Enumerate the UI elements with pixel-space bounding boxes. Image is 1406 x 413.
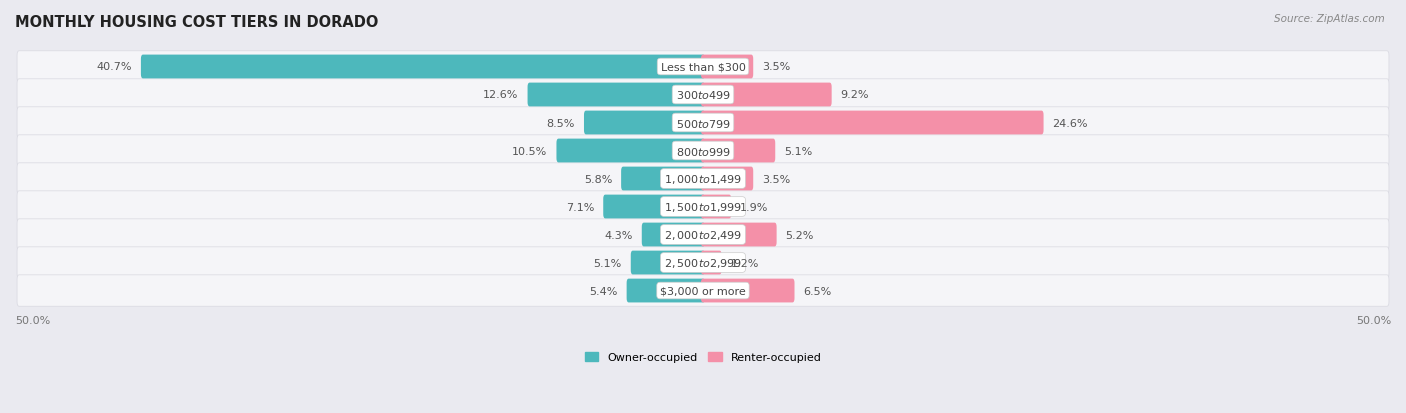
- Text: 50.0%: 50.0%: [1355, 315, 1391, 325]
- Text: 9.2%: 9.2%: [841, 90, 869, 100]
- FancyBboxPatch shape: [17, 164, 1389, 195]
- FancyBboxPatch shape: [702, 167, 754, 191]
- Text: 40.7%: 40.7%: [97, 62, 132, 72]
- Text: 4.3%: 4.3%: [605, 230, 633, 240]
- FancyBboxPatch shape: [603, 195, 704, 219]
- Text: $3,000 or more: $3,000 or more: [661, 286, 745, 296]
- Text: 3.5%: 3.5%: [762, 174, 790, 184]
- FancyBboxPatch shape: [17, 107, 1389, 139]
- Text: 1.9%: 1.9%: [740, 202, 769, 212]
- Text: Source: ZipAtlas.com: Source: ZipAtlas.com: [1274, 14, 1385, 24]
- Text: 12.6%: 12.6%: [484, 90, 519, 100]
- Text: 10.5%: 10.5%: [512, 146, 547, 156]
- FancyBboxPatch shape: [702, 195, 731, 219]
- Text: 5.1%: 5.1%: [785, 146, 813, 156]
- FancyBboxPatch shape: [17, 135, 1389, 167]
- Text: 7.1%: 7.1%: [567, 202, 595, 212]
- Text: 8.5%: 8.5%: [547, 118, 575, 128]
- FancyBboxPatch shape: [702, 112, 1043, 135]
- FancyBboxPatch shape: [17, 219, 1389, 251]
- FancyBboxPatch shape: [141, 55, 704, 79]
- Text: 5.8%: 5.8%: [583, 174, 612, 184]
- Text: 6.5%: 6.5%: [803, 286, 832, 296]
- FancyBboxPatch shape: [621, 167, 704, 191]
- Text: $2,000 to $2,499: $2,000 to $2,499: [664, 228, 742, 242]
- Text: MONTHLY HOUSING COST TIERS IN DORADO: MONTHLY HOUSING COST TIERS IN DORADO: [15, 15, 378, 30]
- Legend: Owner-occupied, Renter-occupied: Owner-occupied, Renter-occupied: [581, 347, 825, 367]
- FancyBboxPatch shape: [702, 139, 775, 163]
- FancyBboxPatch shape: [583, 112, 704, 135]
- Text: 5.2%: 5.2%: [786, 230, 814, 240]
- Text: 1.2%: 1.2%: [731, 258, 759, 268]
- FancyBboxPatch shape: [17, 52, 1389, 83]
- Text: $2,500 to $2,999: $2,500 to $2,999: [664, 256, 742, 269]
- FancyBboxPatch shape: [557, 139, 704, 163]
- FancyBboxPatch shape: [17, 247, 1389, 278]
- FancyBboxPatch shape: [17, 275, 1389, 306]
- FancyBboxPatch shape: [702, 55, 754, 79]
- FancyBboxPatch shape: [702, 223, 776, 247]
- Text: 50.0%: 50.0%: [15, 315, 51, 325]
- Text: 24.6%: 24.6%: [1053, 118, 1088, 128]
- FancyBboxPatch shape: [702, 83, 832, 107]
- FancyBboxPatch shape: [17, 80, 1389, 111]
- Text: 5.4%: 5.4%: [589, 286, 617, 296]
- Text: 5.1%: 5.1%: [593, 258, 621, 268]
- FancyBboxPatch shape: [631, 251, 704, 275]
- FancyBboxPatch shape: [627, 279, 704, 303]
- Text: $500 to $799: $500 to $799: [675, 117, 731, 129]
- Text: $1,000 to $1,499: $1,000 to $1,499: [664, 173, 742, 185]
- FancyBboxPatch shape: [702, 279, 794, 303]
- FancyBboxPatch shape: [527, 83, 704, 107]
- FancyBboxPatch shape: [17, 191, 1389, 223]
- Text: $300 to $499: $300 to $499: [675, 89, 731, 101]
- Text: $800 to $999: $800 to $999: [675, 145, 731, 157]
- Text: Less than $300: Less than $300: [661, 62, 745, 72]
- Text: 3.5%: 3.5%: [762, 62, 790, 72]
- FancyBboxPatch shape: [702, 251, 721, 275]
- Text: $1,500 to $1,999: $1,500 to $1,999: [664, 201, 742, 214]
- FancyBboxPatch shape: [641, 223, 704, 247]
